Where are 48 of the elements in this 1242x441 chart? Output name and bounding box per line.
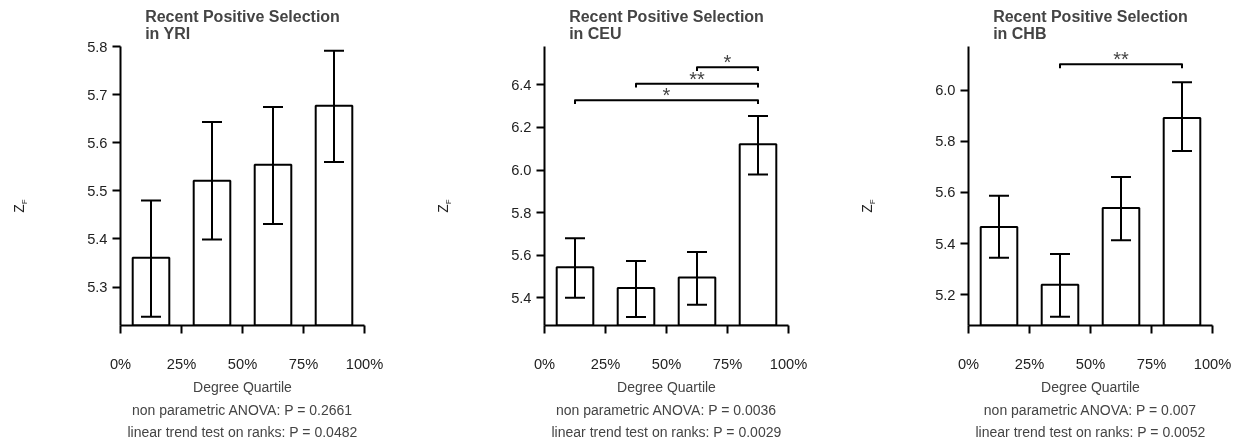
annotation: * [723, 51, 732, 74]
chart-title: Recent Positive Selection in CHB [993, 7, 1188, 42]
y-tick-label: 5.3 [87, 279, 108, 296]
x-tick-label: 100% [1193, 355, 1232, 372]
chart-title: Recent Positive Selection in CEU [569, 7, 764, 42]
x-tick-label: 100% [345, 355, 384, 372]
x-tick-label: 25% [166, 355, 197, 372]
annotation: ** [689, 67, 705, 90]
chart-title: Recent Positive Selection in YRI [145, 7, 340, 42]
x-tick-label: 25% [1014, 355, 1045, 372]
y-tick-label: 5.6 [935, 184, 956, 201]
x-tick-label: 0% [533, 355, 556, 372]
x-tick-label: 25% [590, 355, 621, 372]
x-tick-label: 0% [957, 355, 980, 372]
x-tick-label: 50% [227, 355, 258, 372]
x-axis-title: Degree Quartile [617, 378, 717, 395]
y-tick-label: 5.5 [87, 182, 108, 199]
y-tick-label: 6.0 [511, 162, 532, 179]
y-tick-label: 5.8 [87, 38, 108, 55]
x-tick-label: 0% [109, 355, 132, 372]
text: non parametric ANOVA: P = 0.2661 [131, 401, 353, 418]
y-tick-label: 5.7 [87, 86, 108, 103]
text: linear trend test on ranks: P = 0.0052 [975, 423, 1206, 440]
x-tick-label: 50% [651, 355, 682, 372]
text: non parametric ANOVA: P = 0.007 [983, 401, 1197, 418]
x-tick-label: 50% [1075, 355, 1106, 372]
y-tick-label: 5.2 [935, 286, 956, 303]
x-tick-label: 75% [1136, 355, 1167, 372]
annotation: * [662, 84, 671, 107]
x-axis-title: Degree Quartile [193, 378, 293, 395]
x-tick-label: 100% [769, 355, 808, 372]
y-tick-label: 6.4 [511, 76, 532, 93]
y-tick-label: 5.8 [511, 204, 532, 221]
y-tick-label: 5.6 [87, 134, 108, 151]
x-tick-label: 75% [288, 355, 319, 372]
annotation: ** [1113, 48, 1129, 71]
y-tick-label: 5.4 [511, 289, 532, 306]
y-tick-label: 5.4 [87, 230, 108, 247]
text: linear trend test on ranks: P = 0.0482 [127, 423, 358, 440]
y-tick-label: 6.2 [511, 119, 532, 136]
y-tick-label: 5.6 [511, 247, 532, 264]
x-axis-title: Degree Quartile [1041, 378, 1141, 395]
text: linear trend test on ranks: P = 0.0029 [551, 423, 782, 440]
y-tick-label: 6.0 [935, 82, 956, 99]
y-tick-label: 5.8 [935, 133, 956, 150]
text: non parametric ANOVA: P = 0.0036 [555, 401, 777, 418]
x-tick-label: 75% [712, 355, 743, 372]
y-tick-label: 5.4 [935, 235, 956, 252]
